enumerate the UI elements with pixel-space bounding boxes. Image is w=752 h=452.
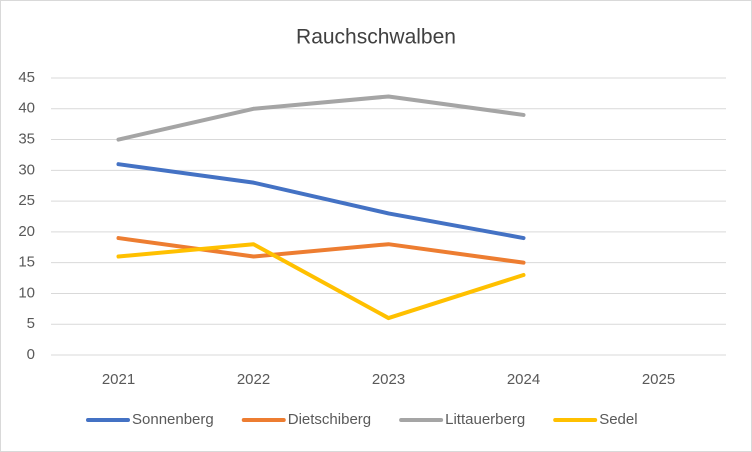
series-line — [116, 236, 526, 265]
legend-label: Littauerberg — [445, 411, 525, 428]
y-tick-label: 10 — [18, 284, 35, 301]
legend-label: Dietschiberg — [288, 411, 371, 428]
y-tick-label: 20 — [18, 223, 35, 240]
y-tick-label: 5 — [27, 315, 35, 332]
x-tick-label: 2022 — [237, 371, 270, 388]
legend-label: Sedel — [599, 411, 637, 428]
series-line — [116, 242, 526, 321]
series-line — [116, 94, 526, 142]
x-tick-label: 2021 — [102, 371, 135, 388]
y-tick-label: 15 — [18, 254, 35, 271]
x-tick-label: 2023 — [372, 371, 405, 388]
legend-label: Sonnenberg — [132, 411, 214, 428]
series-line — [116, 162, 526, 241]
y-tick-label: 25 — [18, 192, 35, 209]
y-tick-label: 40 — [18, 100, 35, 117]
chart-title: Rauchschwalben — [296, 26, 456, 49]
x-tick-label: 2024 — [507, 371, 540, 388]
y-tick-label: 45 — [18, 69, 35, 86]
x-tick-label: 2025 — [642, 371, 675, 388]
y-tick-label: 35 — [18, 131, 35, 148]
y-tick-label: 30 — [18, 161, 35, 178]
y-tick-label: 0 — [27, 346, 35, 363]
